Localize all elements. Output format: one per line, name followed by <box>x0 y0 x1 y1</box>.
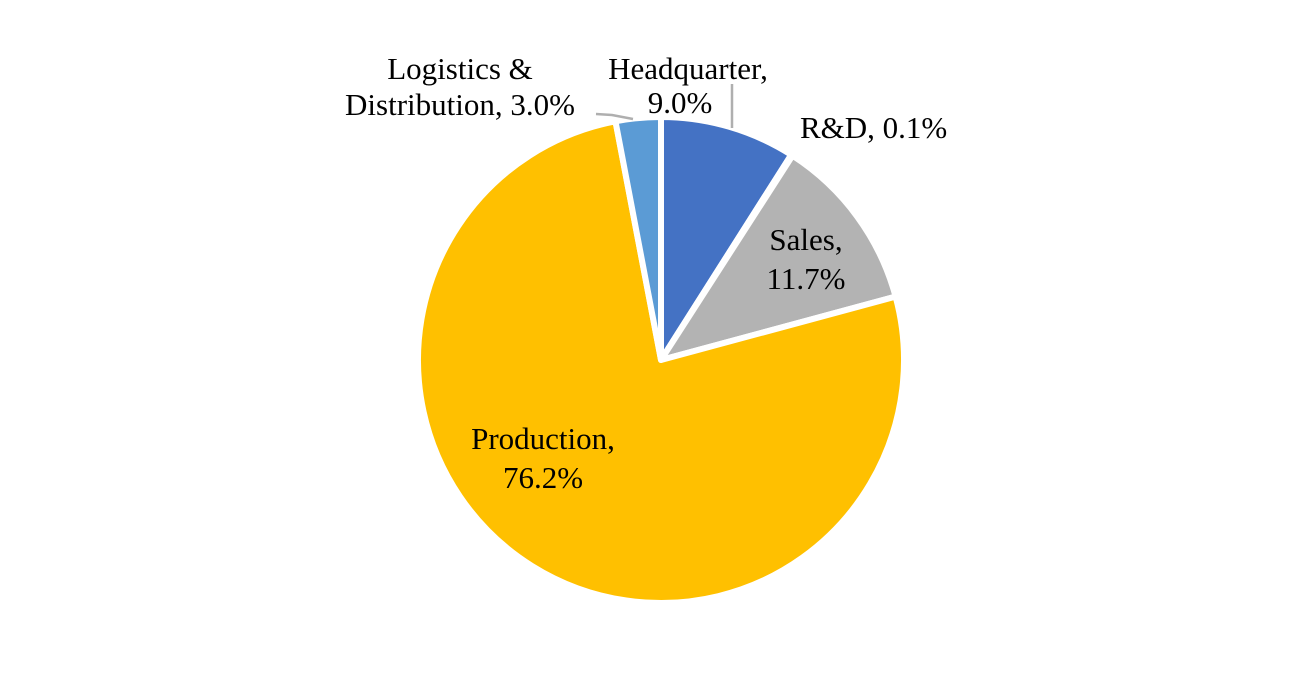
data-labels: Headquarter, 9.0% R&D, 0.1% Sales, 11.7%… <box>345 51 947 495</box>
label-sales-line2: 11.7% <box>767 261 846 296</box>
label-headquarter-line2: 9.0% <box>648 85 713 120</box>
label-headquarter-line1: Headquarter, <box>608 51 768 86</box>
pie-slice-headquarter <box>658 114 795 363</box>
label-logistics-line1: Logistics & <box>387 51 533 86</box>
pie-slice-sales <box>658 152 899 363</box>
label-sales-line1: Sales, <box>769 222 842 257</box>
label-production-line2: 76.2% <box>503 460 583 495</box>
leader-lines <box>595 84 734 128</box>
label-rd: R&D, 0.1% <box>800 110 947 145</box>
pie-slices <box>415 114 907 606</box>
leader-line-logistics <box>595 112 634 121</box>
pie-slice-logistics-distribution <box>612 114 664 363</box>
label-production-line1: Production, <box>471 421 615 456</box>
label-logistics-line2: Distribution, 3.0% <box>345 87 575 122</box>
